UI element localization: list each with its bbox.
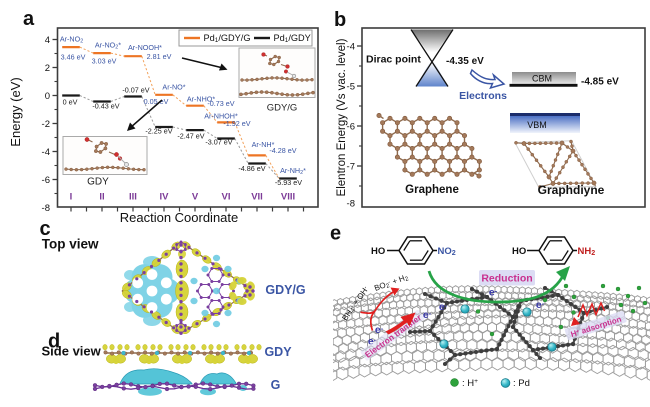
svg-text:2.81 eV: 2.81 eV [147,52,172,61]
svg-text:CBM: CBM [532,74,552,84]
svg-text:V: V [192,192,199,203]
svg-text:a: a [23,8,35,30]
svg-text:-8: -8 [42,203,50,214]
svg-text:0 eV: 0 eV [63,98,78,107]
svg-text:-5.93 eV: -5.93 eV [275,178,302,187]
svg-text:e: e [330,223,341,245]
svg-text:-8: -8 [347,199,355,210]
svg-text:HO: HO [371,246,385,257]
svg-text:Ar-NO2*: Ar-NO2* [95,41,121,51]
svg-text:VIII: VIII [281,192,295,203]
svg-text:GDY/G: GDY/G [267,103,298,114]
svg-text:-4: -4 [347,42,355,53]
svg-text:Ar-NO*: Ar-NO* [162,83,185,92]
svg-text:-0.43 eV: -0.43 eV [92,102,119,111]
svg-text:Ar-NHOH*: Ar-NHOH* [204,112,238,121]
svg-text:G: G [271,378,281,392]
svg-text:-2: -2 [42,119,50,130]
svg-text:Dirac point: Dirac point [366,54,421,66]
svg-text:c: c [40,218,51,240]
svg-text:: Pd: : Pd [513,378,530,389]
svg-text:Side view: Side view [42,344,102,359]
svg-text:Energy (eV): Energy (eV) [8,77,23,146]
svg-text:-6: -6 [347,122,355,133]
svg-text:e-: e- [489,286,498,298]
svg-text:-1.92 eV: -1.92 eV [223,119,250,128]
svg-text:Ar-NOOH*: Ar-NOOH* [128,43,162,52]
svg-text:e-: e- [439,301,448,313]
svg-text:I: I [70,192,73,203]
svg-text:-4.35 eV: -4.35 eV [446,56,484,67]
svg-text:0.05 eV: 0.05 eV [144,97,169,106]
svg-text:: H+: : H+ [462,378,478,389]
svg-text:e-: e- [375,324,384,336]
svg-text:Electrons: Electrons [459,90,507,102]
svg-text:-6: -6 [42,175,50,186]
svg-text:b: b [334,9,346,31]
svg-text:GDY: GDY [87,177,109,188]
svg-text:VBM: VBM [527,120,547,130]
svg-text:GDY: GDY [264,345,292,359]
svg-text:4: 4 [45,35,50,46]
svg-text:IV: IV [160,192,170,203]
svg-text:Ar-NH*: Ar-NH* [252,140,275,149]
svg-text:Ar-NHO*: Ar-NHO* [187,95,216,104]
svg-text:II: II [99,192,104,203]
svg-text:Pd1/GDY/G: Pd1/GDY/G [204,33,251,44]
svg-text:Ar-NH2*: Ar-NH2* [280,166,306,176]
svg-text:NO2: NO2 [438,246,456,257]
svg-text:-3.07 eV: -3.07 eV [205,138,232,147]
svg-text:III: III [129,192,137,203]
svg-text:Graphdiyne: Graphdiyne [538,183,605,197]
svg-text:Elentron Energy (Vs vac. level: Elentron Energy (Vs vac. level) [336,38,348,196]
svg-text:-4.86 eV: -4.86 eV [238,164,265,173]
svg-text:HO: HO [512,246,526,257]
svg-text:0: 0 [45,91,50,102]
svg-text:-2.47 eV: -2.47 eV [177,132,204,141]
svg-text:Top view: Top view [42,237,99,252]
svg-text:GDY/G: GDY/G [265,283,305,297]
svg-text:Reduction: Reduction [481,273,532,285]
svg-text:-7: -7 [347,162,355,173]
svg-text:Reaction Coordinate: Reaction Coordinate [120,210,239,225]
svg-text:NH2: NH2 [578,246,596,257]
svg-text:2: 2 [45,63,50,74]
svg-text:-4.28 eV: -4.28 eV [269,146,296,155]
svg-text:-4.85 eV: -4.85 eV [581,77,619,88]
svg-text:e-: e- [536,299,545,311]
svg-text:-4: -4 [42,147,50,158]
svg-text:3.46 eV: 3.46 eV [61,53,86,62]
svg-text:e-: e- [368,335,377,347]
svg-text:Graphene: Graphene [405,184,459,196]
svg-text:-2.25 eV: -2.25 eV [145,127,172,136]
svg-text:Ar-NO2: Ar-NO2 [60,35,83,45]
svg-text:VII: VII [251,192,263,203]
svg-text:-0.07 eV: -0.07 eV [122,86,149,95]
svg-text:-5: -5 [347,82,355,93]
svg-text:3.03 eV: 3.03 eV [92,57,117,66]
svg-text:d: d [48,331,60,353]
svg-text:e-: e- [423,309,432,321]
svg-text:-0.73 eV: -0.73 eV [207,99,234,108]
svg-text:Pd1/GDY: Pd1/GDY [274,33,311,44]
svg-text:VI: VI [222,192,231,203]
